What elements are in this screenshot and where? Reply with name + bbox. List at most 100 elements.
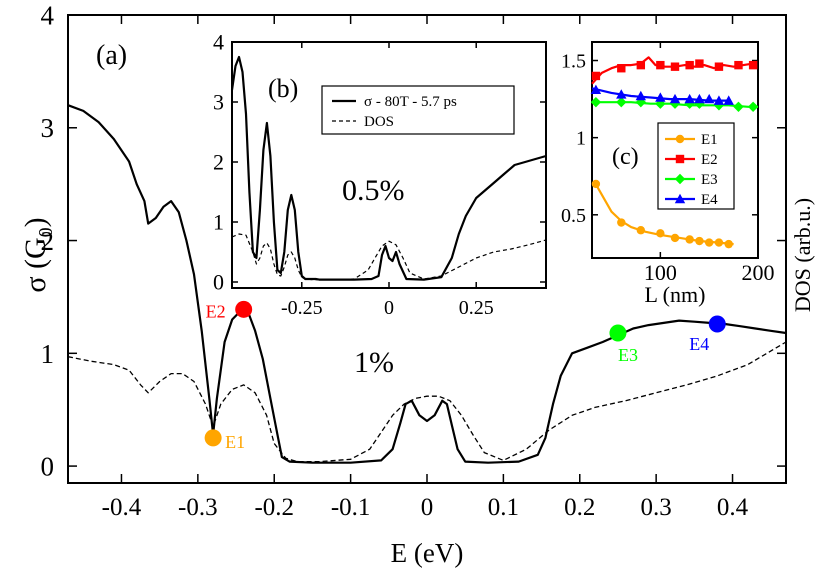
legend-label-e2: E2	[701, 152, 718, 168]
panel-c-point-e1	[685, 235, 694, 244]
legend-marker-e1	[675, 134, 685, 144]
panel-a-series-dos	[67, 341, 787, 463]
panel-a-label: (a)	[96, 40, 127, 71]
panel-c-xtick-label: 200	[742, 260, 775, 285]
panel-c-point-e4	[616, 89, 627, 99]
panel-c-point-e4	[713, 95, 725, 105]
panel-c-point-e2	[591, 71, 601, 81]
panel-c-point-e3	[635, 96, 647, 108]
panel-c-point-e3	[590, 96, 602, 108]
panel-c-point-e2	[734, 60, 743, 70]
legend-label-e1: E1	[701, 132, 718, 148]
panel-a-annotation: 1%	[354, 346, 394, 379]
marker-label-e2: E2	[206, 301, 226, 321]
panel-b-ytick-label: 2	[213, 150, 224, 175]
panel-b-ytick-label: 3	[213, 90, 224, 115]
panel-c-point-e2	[685, 60, 694, 70]
x-axis-label: E (eV)	[391, 538, 464, 568]
panel-a-xtick-label: -0.4	[102, 494, 142, 521]
marker-e1	[204, 429, 222, 447]
panel-b-legend-box	[321, 85, 515, 135]
panel-c-label: (c)	[612, 144, 639, 170]
panel-a-xtick-label: -0.3	[178, 494, 218, 521]
panel-c-legend: E1 E2 E3 E4	[657, 122, 735, 210]
panel-b-ytick-label: 1	[213, 210, 224, 235]
panel-c-ytick-label: 0.5	[561, 205, 586, 227]
panel-b: -0.25 0 0.25 0 1 2 3 4 (b) 0.5% σ - 80T - 5.7 …	[213, 30, 547, 319]
panel-c-point-e2	[714, 62, 724, 71]
panel-c-point-e2	[617, 64, 626, 73]
marker-e4	[708, 315, 726, 333]
panel-c-point-e4	[694, 93, 705, 104]
legend-label-e3: E3	[701, 172, 718, 188]
panel-c-point-e1	[617, 218, 626, 227]
panel-c-point-e2	[695, 59, 704, 68]
panel-c-point-e3	[694, 98, 705, 109]
panel-a-ytick-label: 1	[41, 339, 55, 369]
panel-c-point-e1	[695, 236, 704, 246]
panel-b-xtick-label: -0.25	[281, 297, 323, 319]
panel-c-point-e1	[704, 238, 714, 247]
panel-a-ytick-label: 0	[41, 452, 55, 482]
panel-c-point-e1	[656, 229, 665, 238]
legend-label-e4: E4	[701, 192, 718, 208]
panel-a-ytick-label: 2	[41, 226, 55, 256]
panel-c-point-e2	[636, 60, 646, 70]
panel-c-point-e4	[655, 92, 666, 102]
panel-b-label: (b)	[268, 74, 298, 103]
panel-c-point-e1	[636, 226, 646, 235]
marker-label-e3: E3	[618, 345, 638, 365]
marker-label-e4: E4	[689, 334, 709, 354]
legend-marker-e4	[674, 193, 686, 204]
panel-c-point-e3	[733, 101, 744, 112]
panel-c-point-e1	[591, 179, 601, 189]
legend-label-dos: DOS	[364, 114, 394, 130]
panel-a: -0.4 -0.3 -0.2 -0.1 0 0.1 0.2 0.3 0.4 0 1 2 3 4 E1 E2…	[19, 0, 815, 568]
panel-c-xtick-label: 100	[644, 260, 677, 285]
panel-c-point-e4	[703, 93, 715, 104]
y-axis-label: σ (G0)	[19, 217, 57, 292]
panel-a-xtick-label: 0.3	[641, 494, 672, 521]
panel-c-point-e4	[590, 84, 602, 95]
legend-marker-e3	[674, 173, 686, 185]
panel-c-point-e2	[670, 62, 680, 71]
panel-c-point-e2	[656, 60, 665, 70]
panel-c-ytick-label: 1	[576, 128, 586, 150]
panel-a-ytick-label: 4	[41, 0, 55, 30]
panel-a-xtick-label: 0	[421, 494, 434, 521]
panel-a-xtick-label: -0.1	[331, 494, 371, 521]
panel-c-legend-box	[657, 122, 735, 210]
secondary-y-axis-label: DOS (arb.u.)	[790, 198, 815, 312]
panel-c-point-e4	[669, 93, 681, 104]
panel-c-point-e1	[670, 233, 680, 243]
panel-a-ytick-label: 3	[41, 113, 55, 143]
legend-label-sigma: σ - 80T - 5.7 ps	[364, 94, 457, 110]
panel-c-point-e4	[723, 95, 734, 105]
panel-c-xlabel: L (nm)	[645, 282, 706, 307]
panel-c-point-e2	[748, 60, 758, 70]
panel-a-xtick-label: 0.4	[717, 494, 749, 521]
panel-c-point-e3	[616, 96, 627, 108]
panel-a-xtick-label: 0.2	[564, 494, 595, 521]
panel-b-xtick-label: 0	[384, 297, 394, 319]
panel-c-point-e3	[655, 98, 666, 109]
panel-b-ytick-label: 0	[213, 270, 224, 295]
panel-c: 100 200 0.5 1 1.5 (c) L (nm) E1 E2 E3 E4	[561, 41, 775, 307]
panel-c-point-e1	[714, 238, 724, 247]
marker-label-e1: E1	[225, 432, 245, 452]
panel-c-point-e3	[684, 98, 695, 109]
legend-marker-e2	[675, 154, 685, 164]
panel-b-series-dos	[231, 233, 547, 281]
panel-b-legend: σ - 80T - 5.7 ps DOS	[321, 85, 515, 135]
panel-b-annotation: 0.5%	[342, 174, 405, 207]
panel-c-point-e4	[635, 90, 647, 101]
marker-e2	[235, 300, 253, 318]
panel-a-xtick-label: -0.2	[254, 494, 294, 521]
panel-b-xtick-label: 0.25	[459, 297, 494, 319]
panel-c-ytick-label: 1.5	[561, 51, 586, 73]
marker-e3	[609, 324, 627, 342]
panel-c-point-e3	[747, 101, 759, 112]
panel-b-ytick-label: 4	[213, 30, 224, 55]
panel-c-point-e1	[724, 239, 733, 249]
panel-c-point-e4	[684, 93, 695, 104]
